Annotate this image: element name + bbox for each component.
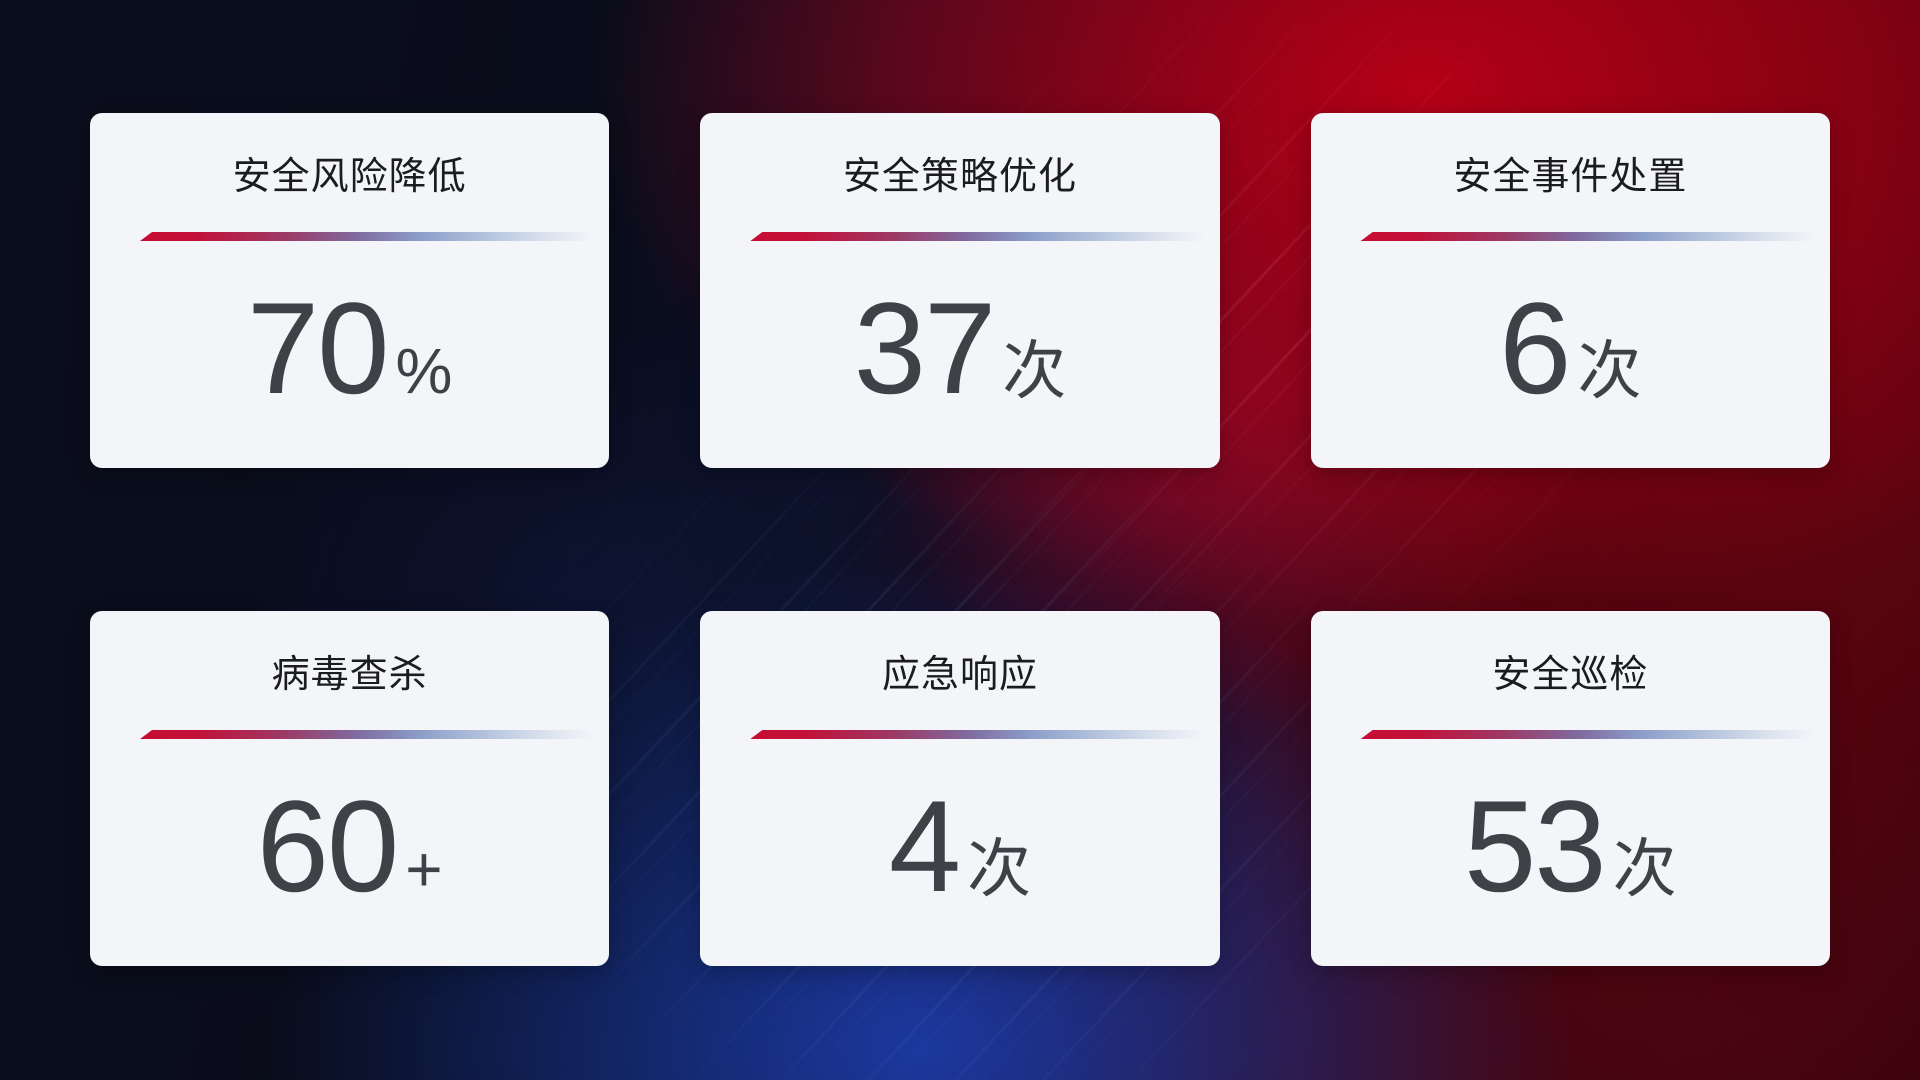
gradient-divider — [140, 730, 595, 739]
card-value: 37 次 — [854, 273, 1067, 423]
card-value-unit: 次 — [1002, 335, 1067, 407]
stat-card-security-incident-handling: 安全事件处置 6 次 — [1310, 113, 1830, 468]
stat-card-emergency-response: 应急响应 4 次 — [700, 611, 1220, 966]
card-value-number: 4 — [888, 773, 961, 919]
stat-card-security-risk-reduction: 安全风险降低 70 % — [90, 113, 610, 468]
card-value-unit: % — [395, 335, 453, 407]
gradient-divider — [750, 232, 1205, 241]
card-title: 安全策略优化 — [842, 156, 1077, 198]
card-value: 53 次 — [1464, 771, 1677, 921]
card-value: 6 次 — [1499, 273, 1641, 423]
stat-card-virus-scan: 病毒查杀 60 + — [90, 611, 610, 966]
gradient-divider — [1360, 232, 1815, 241]
stat-card-security-policy-optimization: 安全策略优化 37 次 — [700, 113, 1220, 468]
stat-card-security-inspection: 安全巡检 53 次 — [1310, 611, 1830, 966]
card-value-unit: 次 — [1612, 833, 1677, 905]
card-title: 安全事件处置 — [1453, 156, 1688, 198]
card-value-number: 70 — [246, 275, 390, 421]
card-value: 70 % — [247, 273, 453, 423]
card-value-number: 53 — [1464, 773, 1607, 919]
card-value: 4 次 — [889, 771, 1031, 921]
card-title: 安全风险降低 — [232, 156, 467, 198]
card-value: 60 + — [257, 771, 443, 921]
card-value-number: 37 — [853, 275, 997, 421]
card-value-number: 60 — [256, 773, 400, 919]
card-title: 病毒查杀 — [271, 654, 428, 696]
card-title: 安全巡检 — [1492, 654, 1649, 696]
gradient-divider — [750, 730, 1205, 739]
gradient-divider — [1360, 730, 1815, 739]
card-value-unit: + — [405, 833, 443, 905]
card-value-number: 6 — [1499, 275, 1571, 421]
gradient-divider — [140, 232, 595, 241]
card-title: 应急响应 — [881, 654, 1038, 696]
card-value-unit: 次 — [1577, 335, 1642, 407]
stats-dashboard: 安全风险降低 70 % 安全策略优化 37 次 安全事件处置 6 次 病毒查杀 … — [90, 113, 1830, 966]
card-value-unit: 次 — [967, 833, 1032, 905]
